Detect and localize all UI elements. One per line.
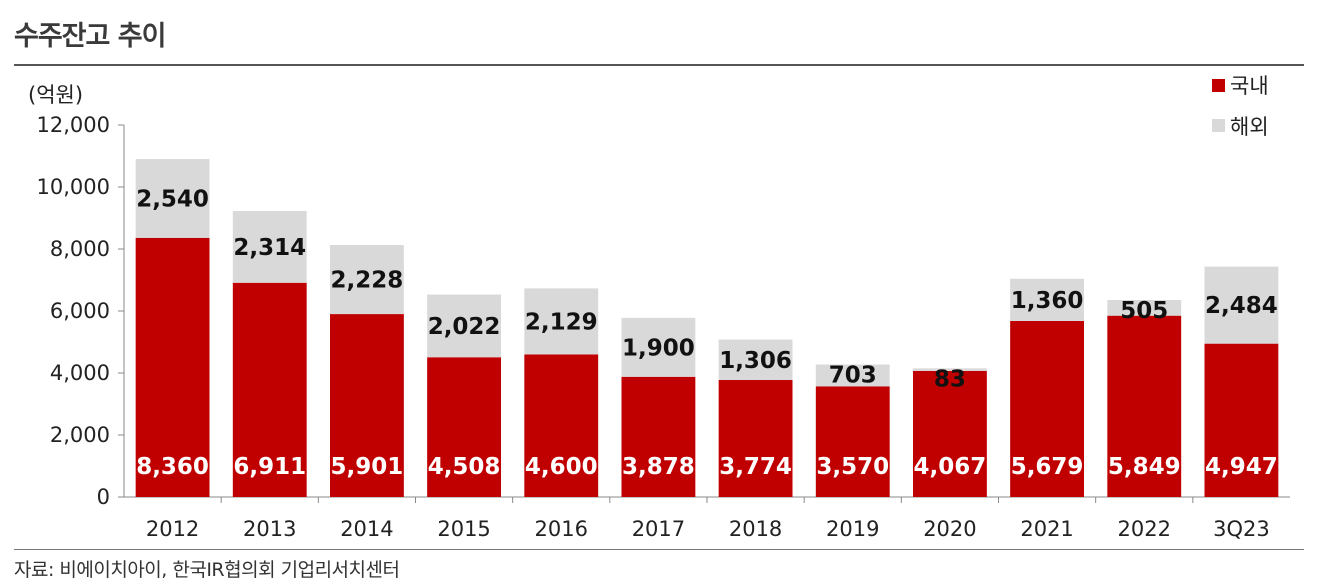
label-overseas: 1,360 bbox=[1011, 288, 1084, 314]
label-overseas: 703 bbox=[829, 363, 877, 389]
bar-overseas bbox=[621, 317, 696, 377]
label-domestic: 4,508 bbox=[428, 454, 501, 480]
source-note: 자료: 비에이치아이, 한국IR협의회 기업리서치센터 bbox=[14, 559, 400, 581]
label-overseas: 83 bbox=[934, 366, 966, 392]
label-overseas: 2,022 bbox=[428, 314, 501, 340]
y-tick-label: 10,000 bbox=[37, 175, 110, 199]
x-category-label: 2020 bbox=[923, 517, 976, 541]
y-tick-label: 8,000 bbox=[50, 237, 110, 261]
label-domestic: 5,679 bbox=[1011, 454, 1084, 480]
title-divider bbox=[14, 64, 1304, 66]
x-category-label: 2021 bbox=[1020, 517, 1073, 541]
y-tick-label: 2,000 bbox=[50, 423, 110, 447]
label-domestic: 3,878 bbox=[622, 454, 695, 480]
bar-overseas bbox=[1107, 300, 1182, 316]
legend-swatch-domestic bbox=[1212, 79, 1225, 92]
legend-swatch-overseas bbox=[1212, 119, 1225, 132]
label-domestic: 3,774 bbox=[719, 454, 792, 480]
bar-domestic bbox=[427, 357, 502, 497]
label-overseas: 2,228 bbox=[331, 268, 404, 294]
bar-domestic bbox=[621, 376, 696, 497]
label-overseas: 2,484 bbox=[1205, 293, 1278, 319]
bar-domestic bbox=[1204, 343, 1279, 497]
bar-domestic bbox=[232, 282, 307, 497]
bar-overseas bbox=[524, 288, 599, 355]
bar-overseas bbox=[718, 339, 793, 381]
bar-overseas bbox=[1204, 266, 1279, 344]
x-category-label: 2012 bbox=[146, 517, 199, 541]
x-category-label: 2019 bbox=[826, 517, 879, 541]
label-overseas: 505 bbox=[1120, 298, 1168, 324]
label-domestic: 5,849 bbox=[1108, 454, 1181, 480]
bar-overseas bbox=[329, 245, 404, 315]
bar-overseas bbox=[427, 294, 502, 358]
label-domestic: 8,360 bbox=[136, 454, 209, 480]
y-tick-label: 4,000 bbox=[50, 361, 110, 385]
y-tick-label: 12,000 bbox=[37, 113, 110, 137]
bar-domestic bbox=[1107, 315, 1182, 497]
label-overseas: 1,900 bbox=[622, 335, 695, 361]
label-domestic: 4,947 bbox=[1205, 454, 1278, 480]
y-unit-label: (억원) bbox=[28, 83, 83, 107]
label-overseas: 2,129 bbox=[525, 309, 598, 335]
legend-label-domestic: 국내 bbox=[1230, 74, 1269, 98]
label-overseas: 2,540 bbox=[136, 186, 209, 212]
bar-domestic bbox=[329, 314, 404, 497]
label-domestic: 4,600 bbox=[525, 454, 598, 480]
x-category-label: 2022 bbox=[1118, 517, 1171, 541]
legend-label-overseas: 해외 bbox=[1230, 115, 1269, 139]
label-domestic: 4,067 bbox=[914, 454, 987, 480]
x-category-label: 2018 bbox=[729, 517, 782, 541]
label-domestic: 3,570 bbox=[816, 454, 889, 480]
bar-domestic bbox=[912, 370, 987, 497]
label-overseas: 1,306 bbox=[719, 348, 792, 374]
chart-title: 수주잔고 추이 bbox=[14, 21, 166, 52]
bar-domestic bbox=[815, 386, 890, 497]
label-overseas: 2,314 bbox=[233, 235, 306, 261]
bar-overseas bbox=[232, 211, 307, 283]
bar-overseas bbox=[815, 364, 890, 387]
x-category-label: 2013 bbox=[243, 517, 296, 541]
x-category-label: 2016 bbox=[535, 517, 588, 541]
label-domestic: 5,901 bbox=[331, 454, 404, 480]
source-divider bbox=[14, 549, 1304, 550]
bar-domestic bbox=[524, 354, 599, 497]
x-category-label: 3Q23 bbox=[1213, 517, 1270, 541]
bar-overseas bbox=[135, 159, 210, 238]
bar-domestic bbox=[135, 237, 210, 497]
x-category-label: 2015 bbox=[437, 517, 490, 541]
bar-domestic bbox=[718, 380, 793, 497]
bar-overseas bbox=[1010, 278, 1085, 321]
y-tick-label: 6,000 bbox=[50, 299, 110, 323]
label-domestic: 6,911 bbox=[233, 454, 306, 480]
bar-overseas bbox=[912, 368, 987, 371]
x-category-label: 2017 bbox=[632, 517, 685, 541]
x-category-label: 2014 bbox=[340, 517, 393, 541]
bar-domestic bbox=[1010, 320, 1085, 497]
y-tick-label: 0 bbox=[97, 485, 110, 509]
